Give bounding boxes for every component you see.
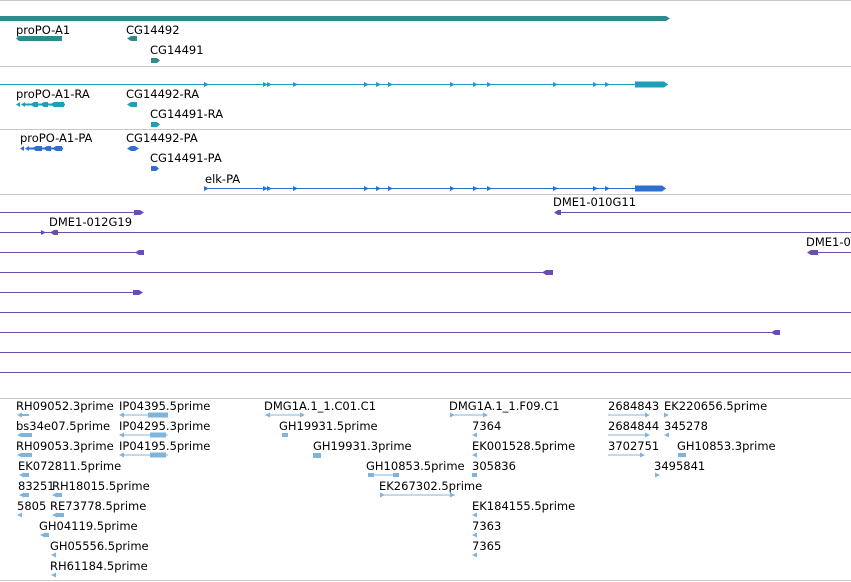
est-label[interactable]: 2684844 (608, 419, 660, 433)
est-label[interactable]: IP04395.5prime (119, 399, 211, 413)
est-label[interactable]: RH09052.3prime (16, 399, 114, 413)
gene-label-proPO-A1[interactable]: proPO-A1 (16, 23, 71, 37)
protein-features[interactable] (20, 146, 666, 192)
clone-ends[interactable] (41, 210, 818, 335)
gene-bar-CG14491[interactable] (151, 58, 160, 63)
mrna-label-proPO-A1-RA[interactable]: proPO-A1-RA (16, 87, 90, 101)
est-label[interactable]: RH09053.3prime (16, 439, 114, 453)
est-label[interactable]: RH18015.5prime (52, 479, 150, 493)
est-label[interactable]: 7364 (472, 419, 502, 433)
est-label[interactable]: 83251 (18, 479, 55, 493)
gene-bar-CG14492[interactable] (127, 36, 137, 41)
est-label[interactable]: 7363 (472, 519, 502, 533)
protein-CG14492-PA[interactable] (127, 146, 139, 151)
est-label[interactable]: GH10853.3prime (677, 439, 776, 453)
protein-label-CG14491-PA[interactable]: CG14491-PA (150, 151, 222, 165)
mrna-features[interactable] (0, 81, 668, 128)
mrna-CG14492-RA[interactable] (127, 102, 137, 107)
clone-label-DME1-010G11[interactable]: DME1-010G11 (553, 195, 637, 209)
est-label[interactable]: 3702751 (608, 439, 660, 453)
est-label[interactable]: DMG1A.1_1.C01.C1 (264, 399, 377, 413)
est-label[interactable]: bs34e07.5prime (16, 419, 111, 433)
est-label[interactable]: GH04119.5prime (39, 519, 138, 533)
gene-features[interactable] (0, 16, 670, 63)
mrna-exon-markers (204, 81, 668, 88)
est-label[interactable]: EK072811.5prime (18, 459, 122, 473)
protein-label-proPO-A1-PA[interactable]: proPO-A1-PA (20, 131, 93, 145)
est-label[interactable]: 7365 (472, 539, 502, 553)
est-label[interactable]: 3495841 (654, 459, 706, 473)
est-label[interactable]: GH19931.5prime (279, 419, 378, 433)
mrna-proPO-A1-RA[interactable] (16, 102, 65, 107)
gene-bar-main[interactable] (0, 16, 670, 21)
protein-label-elk-PA[interactable]: elk-PA (205, 172, 241, 186)
est-label[interactable]: DMG1A.1_1.F09.C1 (449, 399, 560, 413)
mrna-label-CG14492-RA[interactable]: CG14492-RA (126, 87, 200, 101)
gene-label-CG14491[interactable]: CG14491 (150, 43, 204, 57)
mrna-CG14491-RA[interactable] (151, 122, 160, 127)
est-label[interactable]: EK267302.5prime (379, 479, 483, 493)
est-features[interactable] (17, 412, 686, 578)
protein-elk-PA-exons[interactable] (204, 185, 666, 192)
est-label[interactable]: 305836 (472, 459, 516, 473)
est-label[interactable]: GH10853.5prime (366, 459, 465, 473)
est-label[interactable]: IP04295.3prime (119, 419, 211, 433)
est-label[interactable]: RE73778.5prime (50, 499, 147, 513)
protein-label-CG14492-PA[interactable]: CG14492-PA (126, 131, 198, 145)
clone-label-DME1-012G19[interactable]: DME1-012G19 (49, 215, 133, 229)
est-label[interactable]: RH61184.5prime (50, 559, 148, 573)
est-label[interactable]: EK184155.5prime (472, 499, 576, 513)
est-label[interactable]: 345278 (664, 419, 708, 433)
est-label[interactable]: 2684843 (608, 399, 660, 413)
mrna-label-CG14491-RA[interactable]: CG14491-RA (150, 107, 224, 121)
protein-proPO-A1-PA[interactable] (20, 146, 63, 151)
est-label[interactable]: EK001528.5prime (472, 439, 576, 453)
est-label[interactable]: IP04195.5prime (119, 439, 211, 453)
gene-bar-proPO-A1[interactable] (16, 36, 62, 41)
protein-CG14491-PA[interactable] (151, 166, 159, 171)
est-label[interactable]: GH05556.5prime (50, 539, 149, 553)
clone-lines[interactable] (0, 212, 851, 373)
est-label[interactable]: GH19931.3prime (313, 439, 412, 453)
clone-label-DME1-0[interactable]: DME1-0 (806, 235, 851, 249)
est-label[interactable]: 5805 (17, 499, 47, 513)
gene-label-CG14492[interactable]: CG14492 (126, 23, 180, 37)
est-label[interactable]: EK220656.5prime (664, 399, 768, 413)
